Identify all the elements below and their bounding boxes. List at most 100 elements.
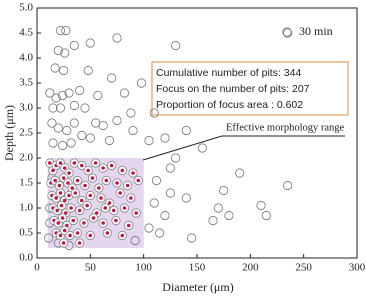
point-dot <box>54 196 58 200</box>
point <box>69 118 79 128</box>
point-dot <box>105 231 110 235</box>
point <box>83 65 93 76</box>
point <box>53 45 63 56</box>
point <box>112 33 122 43</box>
point-dot <box>72 161 77 165</box>
point <box>213 203 223 213</box>
point-dot <box>51 168 55 173</box>
x-tick-label: 100 <box>135 262 152 274</box>
y-tick-label: 4.5 <box>19 27 33 39</box>
point <box>75 85 85 96</box>
point-dot <box>122 206 127 210</box>
point <box>187 233 197 243</box>
x-tick-label: 250 <box>295 262 312 274</box>
point-dot <box>80 163 84 168</box>
point-dot <box>66 181 70 185</box>
y-tick-label: 2.0 <box>19 152 33 164</box>
x-tick-label: 200 <box>242 262 259 274</box>
point-dot <box>73 191 78 195</box>
point-dot <box>109 163 114 168</box>
point-dot <box>131 171 135 175</box>
y-tick-label: 0.0 <box>19 252 33 264</box>
point <box>144 223 154 233</box>
point-dot <box>101 166 105 170</box>
point-dot <box>88 233 93 238</box>
point <box>51 93 61 103</box>
point-dot <box>101 221 105 225</box>
point-dot <box>112 208 116 213</box>
point-dot <box>126 223 131 228</box>
point <box>93 90 103 101</box>
point <box>64 88 74 98</box>
point-dot <box>93 161 98 165</box>
point-dot <box>97 186 101 190</box>
y-tick-label: 3.0 <box>19 102 33 114</box>
point <box>80 103 90 113</box>
annotation: Cumulative number of pits: 344 <box>156 67 301 79</box>
point <box>62 125 72 136</box>
y-tick-label: 1.0 <box>19 202 33 214</box>
range-label: Effective morphology range <box>226 122 345 133</box>
legend-label: 30 min <box>299 24 333 38</box>
point <box>77 130 87 141</box>
point <box>104 135 115 146</box>
point <box>160 133 170 143</box>
point <box>181 193 191 203</box>
point-dot <box>134 211 138 215</box>
point-dot <box>58 191 63 195</box>
point-dot <box>62 198 67 203</box>
point-dot <box>114 218 118 223</box>
point <box>85 133 95 143</box>
point-dot <box>55 208 60 213</box>
point <box>69 100 79 111</box>
point-dot <box>104 178 109 183</box>
point <box>151 175 162 186</box>
point-dot <box>80 198 84 203</box>
point <box>235 168 245 178</box>
point <box>48 103 58 113</box>
point-dot <box>118 191 122 195</box>
annotation: Proportion of focus area : 0.602 <box>156 99 303 111</box>
y-axis-label: Depth (μm) <box>2 105 16 161</box>
point <box>126 108 136 118</box>
point <box>47 118 57 128</box>
point-dot <box>85 203 89 208</box>
point-dot <box>56 221 61 225</box>
point-dot <box>62 166 67 170</box>
point <box>44 233 54 243</box>
point-dot <box>75 178 80 183</box>
point-dot <box>53 178 57 183</box>
point-dot <box>62 228 67 233</box>
point <box>69 40 79 51</box>
annotation: Focus on the number of pits: 207 <box>156 83 310 95</box>
point-dot <box>129 196 133 200</box>
legend-marker <box>282 27 292 37</box>
point-dot <box>82 221 86 225</box>
point-dot <box>64 211 68 215</box>
range-pointer <box>142 135 345 161</box>
point <box>165 188 175 198</box>
point <box>85 38 95 48</box>
point <box>112 115 122 126</box>
point <box>160 210 170 221</box>
point-dot <box>58 233 63 238</box>
y-tick-label: 1.5 <box>19 177 33 189</box>
point-dot <box>70 186 74 190</box>
point-dot <box>83 183 87 188</box>
x-tick-label: 300 <box>349 262 366 274</box>
point-dot <box>120 233 125 238</box>
point <box>256 200 266 211</box>
point <box>261 210 271 221</box>
point <box>66 138 76 148</box>
x-axis-label: Diameter (μm) <box>162 280 233 294</box>
point-dot <box>57 183 62 188</box>
point-dot <box>88 193 93 198</box>
point-dot <box>136 178 141 183</box>
y-tick-label: 3.5 <box>19 77 33 89</box>
point <box>50 63 60 73</box>
point-dot <box>90 176 95 180</box>
point-dot <box>103 206 108 210</box>
point-dot <box>48 161 52 165</box>
point-dot <box>115 181 119 185</box>
